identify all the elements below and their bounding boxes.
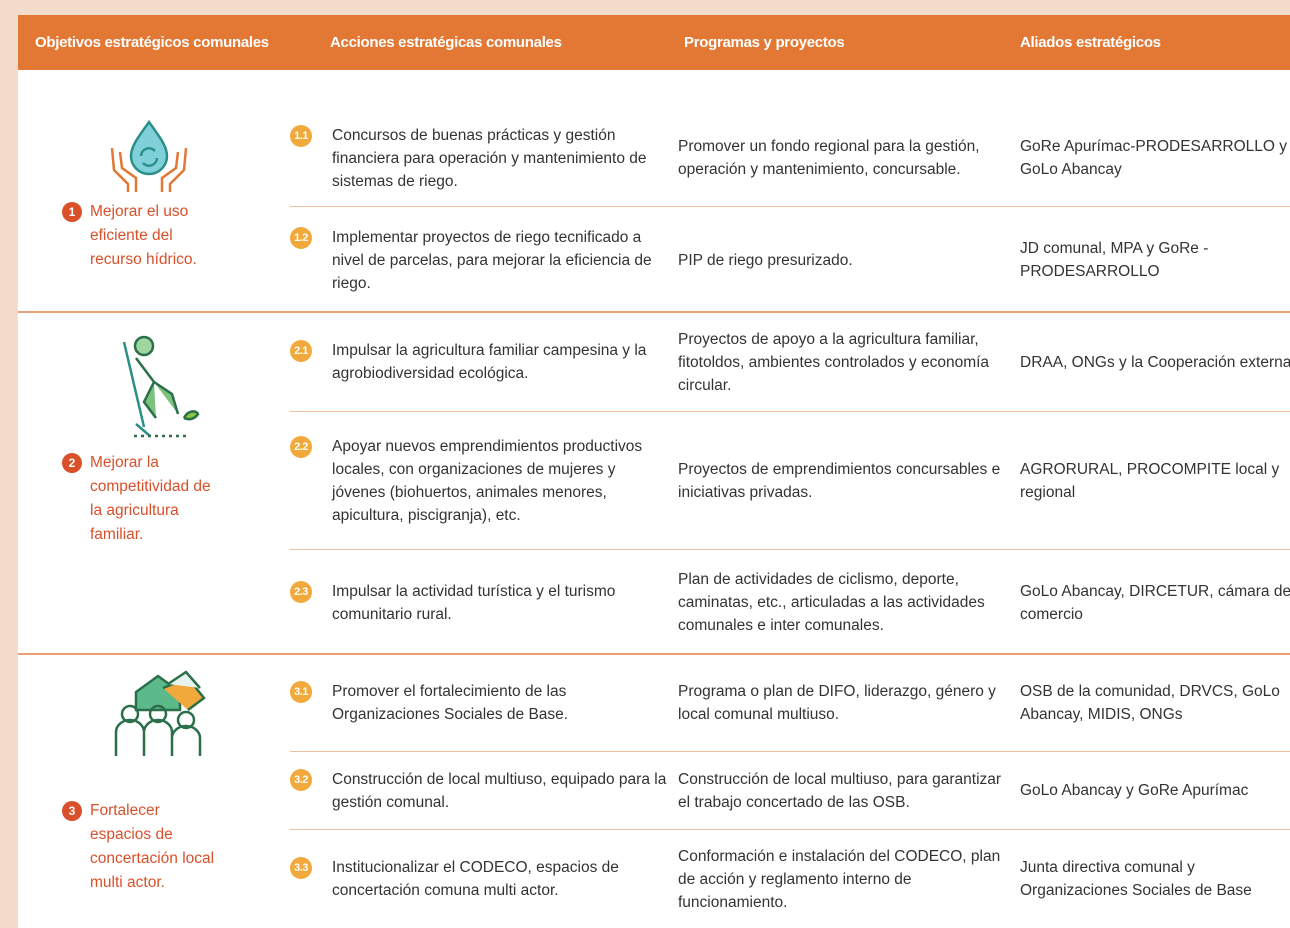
action-row: 1.2 Implementar proyectos de riego tecnif… — [290, 207, 1290, 313]
programs-text: Programa o plan de DIFO, liderazgo, géne… — [678, 683, 996, 723]
allies-cell: Junta directiva comunal y Organizaciones… — [1020, 830, 1290, 928]
allies-text: DRAA, ONGs y la Cooperación externa — [1020, 353, 1290, 371]
header-bar: Objetivos estratégicos comunales Accione… — [18, 15, 1290, 70]
action-number: 1.1 — [290, 124, 312, 147]
action-cell: 1.1 Concursos de buenas prácticas y gesti… — [290, 110, 670, 206]
action-row: 1.1 Concursos de buenas prácticas y gesti… — [290, 110, 1290, 207]
action-row: 3.2 Construcción de local multiuso, equip… — [290, 752, 1290, 830]
action-row: 2.1 Impulsar la agricultura familiar camp… — [290, 313, 1290, 412]
allies-cell: DRAA, ONGs y la Cooperación externa — [1020, 313, 1290, 411]
objective-group: 1 Mejorar el uso eficiente del recurso hí… — [18, 70, 1290, 313]
programs-cell: Construcción de local multiuso, para gar… — [678, 752, 1013, 829]
programs-cell: PIP de riego presurizado. — [678, 207, 1013, 313]
action-number: 3.2 — [290, 768, 312, 791]
programs-cell: Programa o plan de DIFO, liderazgo, géne… — [678, 655, 1013, 751]
action-number: 2.2 — [290, 435, 312, 458]
allies-cell: OSB de la comunidad, DRVCS, GoLo Abancay… — [1020, 655, 1290, 751]
action-text: Concursos de buenas prácticas y gestión … — [332, 126, 647, 190]
allies-text: JD comunal, MPA y GoRe - PRODESARROLLO — [1020, 240, 1209, 280]
objective-text: Mejorar el uso eficiente del recurso híd… — [90, 203, 197, 268]
action-cell: 2.3 Impulsar la actividad turística y el … — [290, 550, 670, 655]
action-row: 3.3 Institucionalizar el CODECO, espacios… — [290, 830, 1290, 928]
action-text: Impulsar la actividad turística y el tur… — [332, 582, 616, 623]
programs-text: Construcción de local multiuso, para gar… — [678, 770, 1002, 811]
column-header: Programas y proyectos — [684, 34, 845, 51]
water-icon — [110, 119, 188, 192]
allies-text: GoLo Abancay y GoRe Apurímac — [1020, 782, 1249, 799]
action-text: Construcción de local multiuso, equipado… — [332, 770, 667, 811]
allies-cell: JD comunal, MPA y GoRe - PRODESARROLLO — [1020, 207, 1290, 313]
community-icon — [114, 670, 206, 756]
programs-cell: Conformación e instalación del CODECO, p… — [678, 830, 1013, 928]
programs-cell: Proyectos de apoyo a la agricultura fami… — [678, 313, 1013, 411]
objective-text: Fortalecer espacios de concertación loca… — [90, 802, 215, 891]
farmer-icon — [122, 335, 200, 438]
programs-text: Proyectos de emprendimientos concursable… — [678, 460, 1001, 501]
action-row: 3.1 Promover el fortalecimiento de las Or… — [290, 655, 1290, 752]
allies-cell: GoLo Abancay, DIRCETUR, cámara de comerc… — [1020, 550, 1290, 655]
action-number: 3.3 — [290, 857, 312, 879]
programs-text: Proyectos de apoyo a la agricultura fami… — [678, 330, 990, 394]
action-number: 2.1 — [290, 340, 312, 362]
action-cell: 2.2 Apoyar nuevos emprendimientos product… — [290, 412, 670, 549]
programs-cell: Proyectos de emprendimientos concursable… — [678, 412, 1013, 549]
allies-cell: AGRORURAL, PROCOMPITE local y regional — [1020, 412, 1290, 549]
objective-number: 1 — [62, 202, 82, 222]
action-text: Institucionalizar el CODECO, espacios de… — [332, 859, 619, 899]
action-cell: 3.3 Institucionalizar el CODECO, espacios… — [290, 830, 670, 928]
action-row: 2.3 Impulsar la actividad turística y el … — [290, 550, 1290, 655]
action-cell: 3.2 Construcción de local multiuso, equip… — [290, 752, 670, 829]
allies-cell: GoRe Apurímac-PRODESARROLLO y GoLo Abanc… — [1020, 110, 1290, 206]
action-number: 3.1 — [290, 681, 312, 703]
action-number: 1.2 — [290, 226, 312, 249]
programs-text: PIP de riego presurizado. — [678, 251, 853, 269]
allies-text: AGRORURAL, PROCOMPITE local y regional — [1020, 460, 1280, 501]
objective-group: 3 Fortalecer espacios de concertación loc… — [18, 655, 1290, 928]
objective-text: Mejorar la competitividad de la agricult… — [90, 454, 211, 543]
action-row: 2.2 Apoyar nuevos emprendimientos product… — [290, 412, 1290, 550]
allies-text: OSB de la comunidad, DRVCS, GoLo Abancay… — [1020, 683, 1280, 723]
action-cell: 3.1 Promover el fortalecimiento de las Or… — [290, 655, 670, 751]
column-header: Aliados estratégicos — [1020, 34, 1161, 51]
objective-number: 2 — [62, 453, 82, 473]
objective-number: 3 — [62, 801, 82, 821]
programs-cell: Promover un fondo regional para la gesti… — [678, 110, 1013, 206]
allies-text: Junta directiva comunal y Organizaciones… — [1020, 859, 1252, 899]
programs-text: Conformación e instalación del CODECO, p… — [678, 847, 1001, 911]
action-text: Impulsar la agricultura familiar campesi… — [332, 342, 647, 382]
action-text: Apoyar nuevos emprendimientos productivo… — [332, 437, 643, 524]
programs-text: Plan de actividades de ciclismo, deporte… — [678, 571, 985, 634]
table-body: 1 Mejorar el uso eficiente del recurso hí… — [18, 70, 1290, 928]
action-text: Implementar proyectos de riego tecnifica… — [332, 228, 652, 292]
objective-group: 2 Mejorar la competitividad de la agricul… — [18, 313, 1290, 655]
programs-text: Promover un fondo regional para la gesti… — [678, 138, 980, 178]
programs-cell: Plan de actividades de ciclismo, deporte… — [678, 550, 1013, 655]
action-number: 2.3 — [290, 580, 312, 603]
allies-text: GoLo Abancay, DIRCETUR, cámara de comerc… — [1020, 582, 1290, 623]
allies-cell: GoLo Abancay y GoRe Apurímac — [1020, 752, 1290, 829]
action-cell: 2.1 Impulsar la agricultura familiar camp… — [290, 313, 670, 411]
column-header: Acciones estratégicas comunales — [330, 34, 562, 51]
allies-text: GoRe Apurímac-PRODESARROLLO y GoLo Abanc… — [1020, 138, 1288, 178]
action-text: Promover el fortalecimiento de las Organ… — [332, 683, 569, 723]
action-cell: 1.2 Implementar proyectos de riego tecnif… — [290, 207, 670, 313]
column-header: Objetivos estratégicos comunales — [35, 34, 269, 51]
